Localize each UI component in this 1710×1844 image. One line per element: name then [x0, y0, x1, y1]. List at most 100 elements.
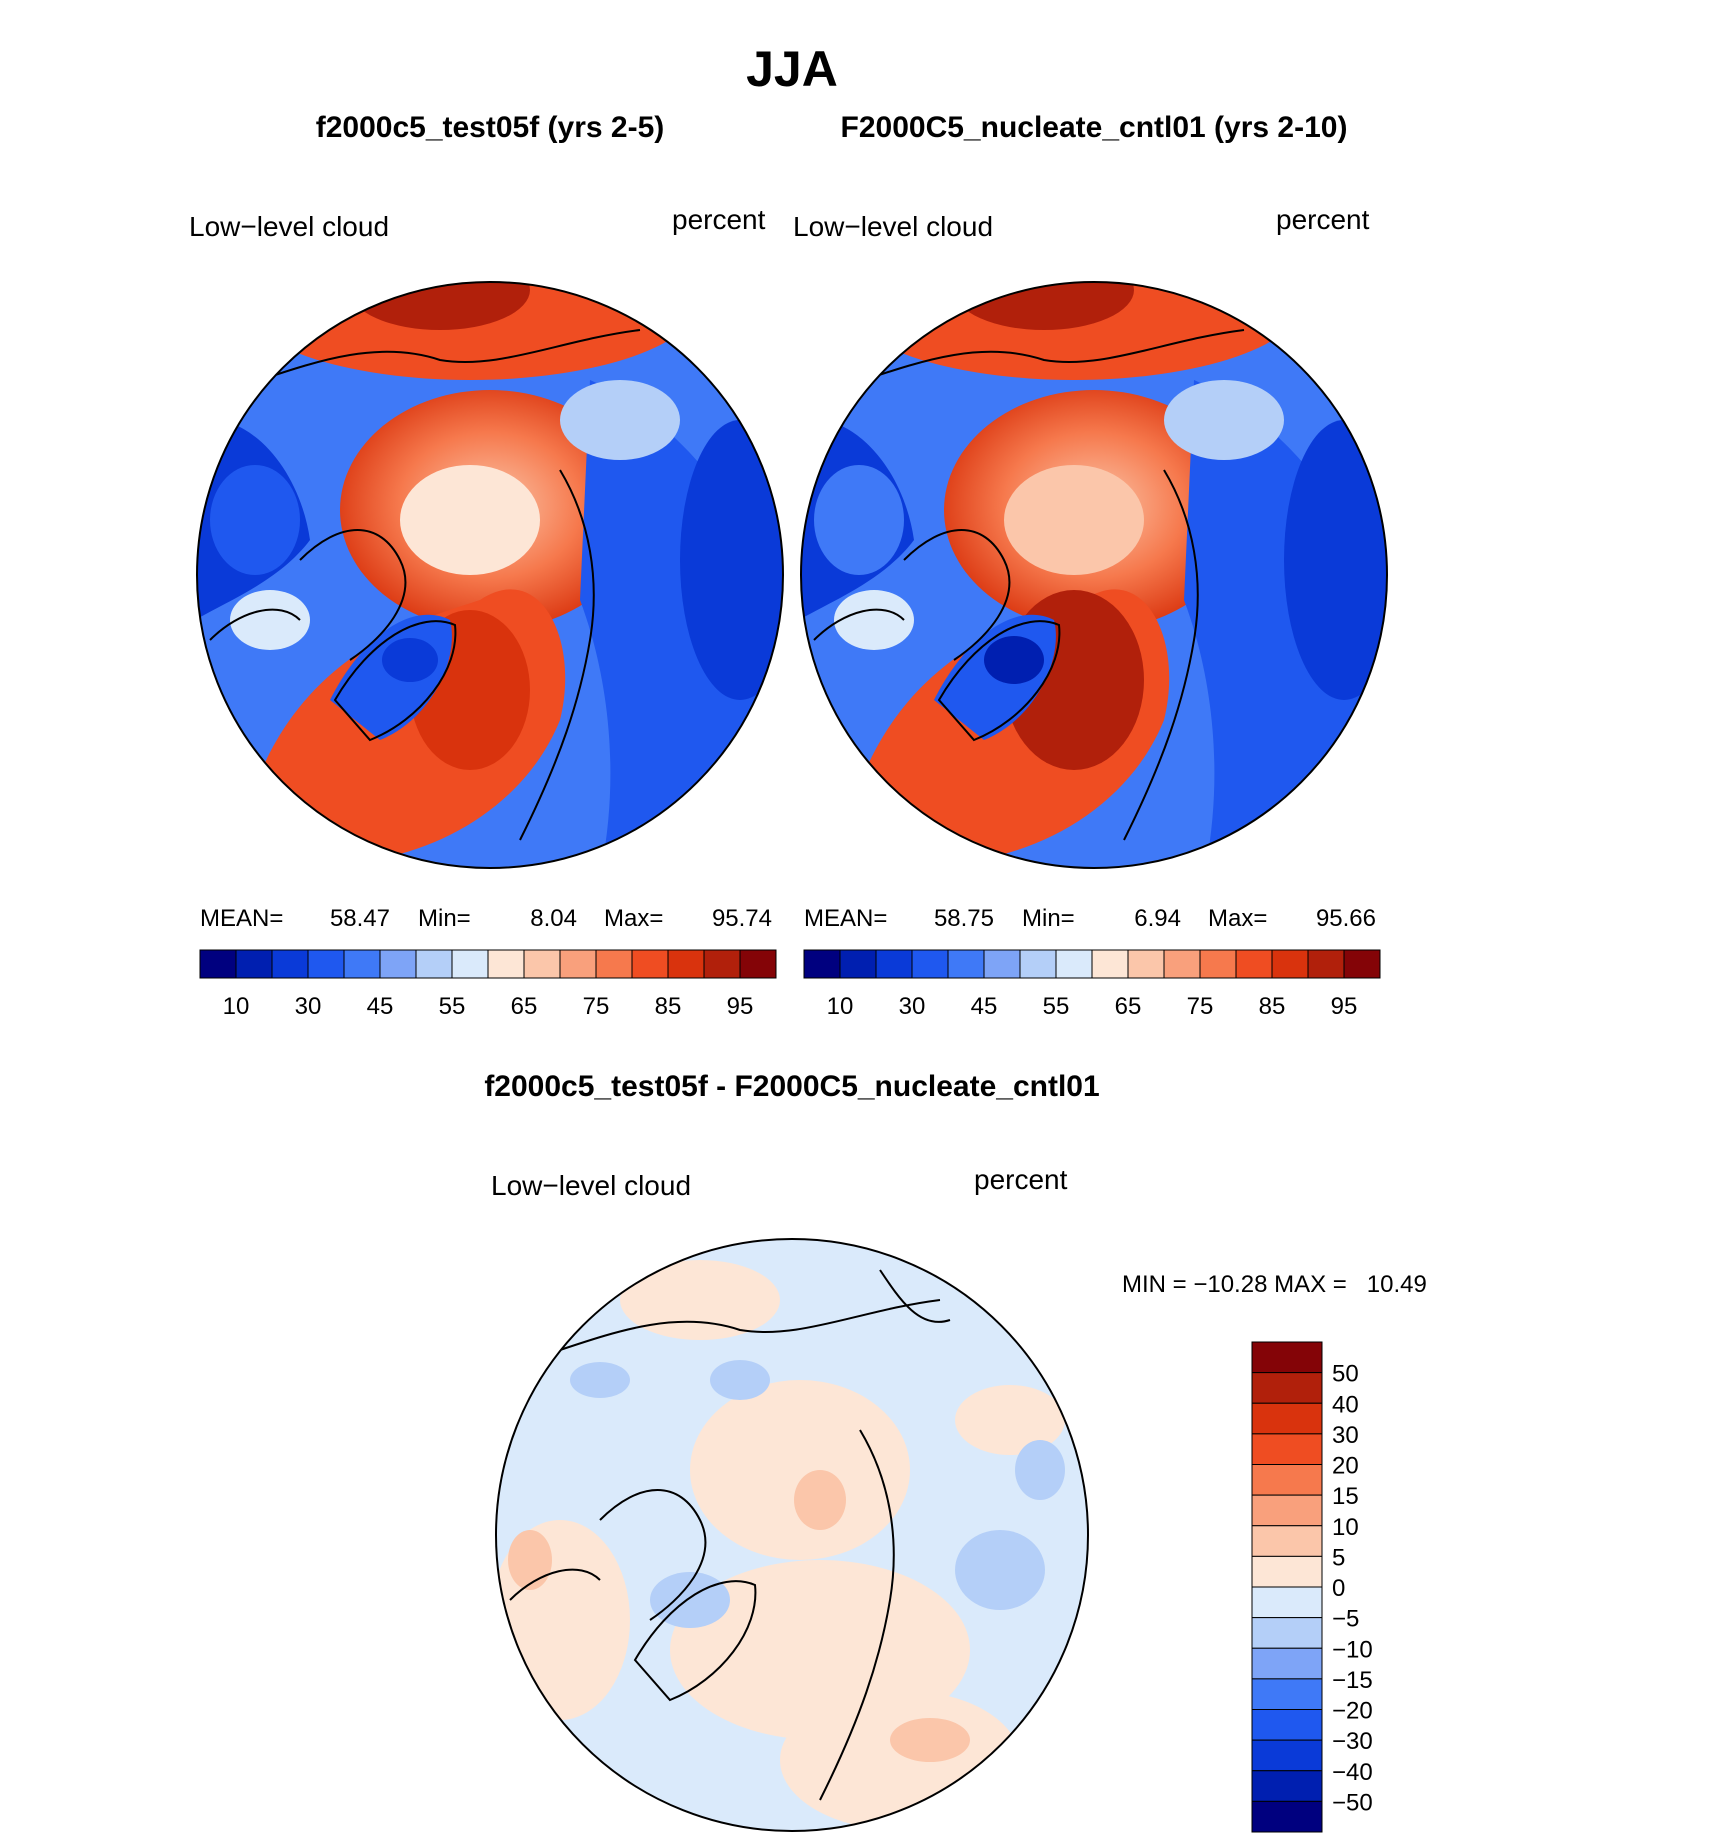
colorbar-tick-label: 0: [1332, 1575, 1345, 1602]
colorbar-swatch: [631, 949, 669, 979]
stats-line: MEAN= 58.75 Min= 6.94 Max= 95.66: [804, 905, 1376, 932]
colorbar: 10 30 45 55 65 75 85 95: [803, 949, 1381, 1020]
mean-value: 58.75: [934, 905, 994, 932]
colorbar-swatch: [667, 949, 705, 979]
min-value: 8.04: [530, 905, 577, 932]
colorbar-tick-label: −5: [1332, 1606, 1359, 1633]
colorbar-swatch: [911, 949, 949, 979]
colorbar-tick-label: −15: [1332, 1667, 1373, 1694]
panel-title: F2000C5_nucleate_cntl01 (yrs 2-10): [841, 111, 1348, 144]
colorbar-swatch: [1251, 1678, 1323, 1710]
colorbar-tick-label: −30: [1332, 1728, 1373, 1755]
colorbar-swatch: [1091, 949, 1129, 979]
colorbar-tick-label: −20: [1332, 1698, 1373, 1725]
colorbar-tick-label: 15: [1332, 1483, 1359, 1510]
variable-label: Low−level cloud: [491, 1170, 691, 1201]
colorbar-swatch: [1199, 949, 1237, 979]
colorbar-tick-label: 10: [223, 993, 250, 1020]
units-label: percent: [672, 204, 766, 235]
units-label: percent: [1276, 204, 1370, 235]
colorbar-swatch: [1251, 1800, 1323, 1833]
colorbar-swatch: [1251, 1647, 1323, 1680]
colorbar-swatch: [1343, 949, 1381, 979]
colorbar-tick-label: 55: [439, 993, 466, 1020]
colorbar-swatch: [1251, 1372, 1323, 1404]
max-label: Max=: [1208, 905, 1267, 932]
max-value: 95.66: [1316, 905, 1376, 932]
colorbar-tick-label: 30: [295, 993, 322, 1020]
colorbar-swatch: [1251, 1709, 1323, 1741]
max-value: 95.74: [712, 905, 772, 932]
colorbar-tick-label: −10: [1332, 1636, 1373, 1663]
panel-test05f: f2000c5_test05f (yrs 2-5) Low−level clou…: [189, 111, 784, 1020]
colorbar-swatch: [379, 949, 417, 979]
figure-title: JJA: [746, 41, 838, 97]
colorbar-swatch: [343, 949, 381, 979]
colorbar-tick-label: 95: [1331, 993, 1358, 1020]
polar-map: [197, 282, 783, 868]
colorbar-tick-label: 55: [1043, 993, 1070, 1020]
colorbar-swatch: [307, 949, 345, 979]
colorbar-tick-label: 20: [1332, 1453, 1359, 1480]
colorbar-tick-label: 30: [899, 993, 926, 1020]
mean-label: MEAN=: [804, 905, 887, 932]
colorbar-swatch: [1251, 1464, 1323, 1496]
panel-title: f2000c5_test05f - F2000C5_nucleate_cntl0…: [484, 1070, 1099, 1103]
colorbar-swatch: [271, 949, 309, 979]
colorbar-tick-label: 75: [583, 993, 610, 1020]
colorbar-swatch: [839, 949, 877, 979]
colorbar-swatch: [595, 949, 633, 979]
colorbar-swatch: [947, 949, 985, 979]
colorbar-swatch: [1019, 949, 1057, 979]
colorbar-tick-label: 85: [655, 993, 682, 1020]
colorbar-tick-label: 10: [827, 993, 854, 1020]
colorbar-swatch: [451, 949, 489, 979]
colorbar-swatch: [1251, 1617, 1323, 1649]
minmax-label: MIN = −10.28 MAX = 10.49: [1122, 1271, 1427, 1298]
colorbar-swatch: [559, 949, 597, 979]
colorbar-swatch: [1307, 949, 1345, 979]
colorbar-tick-label: 45: [971, 993, 998, 1020]
colorbar-tick-label: 10: [1332, 1514, 1359, 1541]
min-value: 6.94: [1134, 905, 1181, 932]
variable-label: Low−level cloud: [189, 211, 389, 242]
colorbar-swatch: [803, 949, 841, 979]
variable-label: Low−level cloud: [793, 211, 993, 242]
min-label: Min=: [1022, 905, 1075, 932]
colorbar-swatch: [1235, 949, 1273, 979]
colorbar-swatch: [739, 949, 777, 979]
colorbar-swatch: [199, 949, 237, 979]
colorbar-tick-label: 30: [1332, 1422, 1359, 1449]
panel-difference: f2000c5_test05f - F2000C5_nucleate_cntl0…: [484, 1070, 1427, 1833]
colorbar-swatch: [1251, 1494, 1323, 1527]
colorbar-swatch: [1251, 1525, 1323, 1557]
colorbar-tick-label: 50: [1332, 1361, 1359, 1388]
units-label: percent: [974, 1164, 1068, 1195]
colorbar-swatch: [875, 949, 913, 979]
colorbar-swatch: [983, 949, 1021, 979]
max-label: Max=: [604, 905, 663, 932]
colorbar-tick-label: 65: [511, 993, 538, 1020]
polar-map: [496, 1239, 1088, 1831]
stats-line: MEAN= 58.47 Min= 8.04 Max= 95.74: [200, 905, 772, 932]
colorbar-swatch: [523, 949, 561, 979]
colorbar-swatch: [1251, 1770, 1323, 1802]
colorbar: 10 30 45 55 65 75 85 95: [199, 949, 777, 1020]
colorbar-tick-label: 40: [1332, 1391, 1359, 1418]
colorbar-tick-label: 75: [1187, 993, 1214, 1020]
colorbar-tick-label: −50: [1332, 1789, 1373, 1816]
colorbar-tick-label: 45: [367, 993, 394, 1020]
colorbar-tick-label: −40: [1332, 1759, 1373, 1786]
colorbar-swatch: [235, 949, 273, 979]
colorbar-swatch: [1251, 1433, 1323, 1465]
colorbar-swatch: [703, 949, 741, 979]
panel-cntl01: F2000C5_nucleate_cntl01 (yrs 2-10) Low−l…: [793, 111, 1388, 1020]
min-label: Min=: [418, 905, 471, 932]
polar-map: [801, 282, 1387, 868]
colorbar-swatch: [1127, 949, 1165, 979]
colorbar-swatch: [1251, 1402, 1323, 1435]
colorbar-tick-label: 95: [727, 993, 754, 1020]
colorbar-swatch: [1271, 949, 1309, 979]
